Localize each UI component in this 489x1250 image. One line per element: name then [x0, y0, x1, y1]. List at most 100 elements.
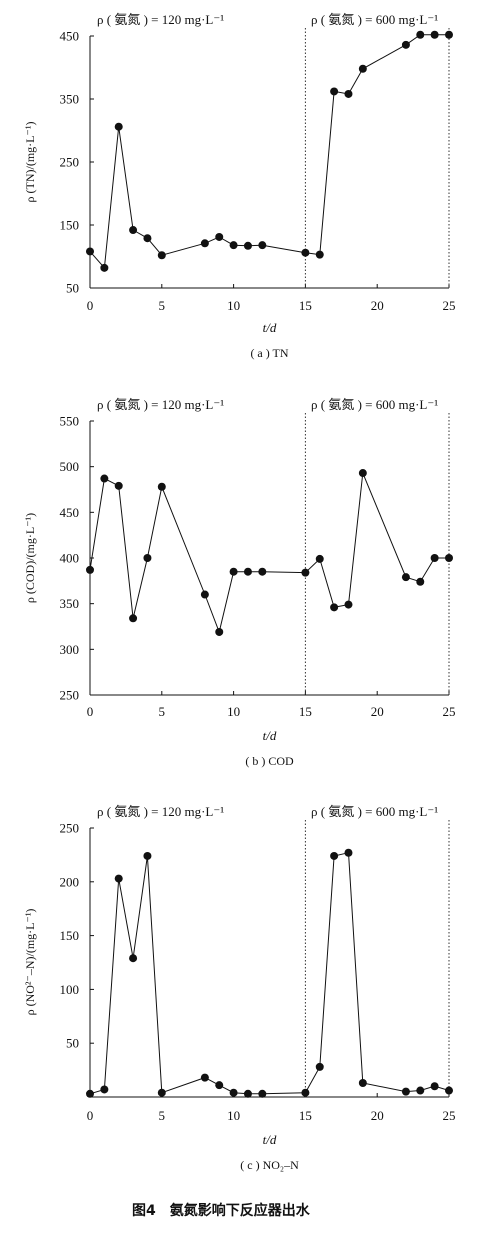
panel-subtitle: ( b ) COD: [245, 754, 294, 768]
data-point: [100, 263, 109, 272]
y-tick-label: 350: [60, 596, 80, 611]
data-point: [243, 567, 252, 576]
data-point: [330, 603, 339, 612]
series-line: [89, 34, 449, 269]
x-tick-label: 10: [227, 1108, 240, 1123]
data-point: [301, 1088, 310, 1097]
data-point: [258, 567, 267, 576]
x-tick-label: 15: [299, 298, 312, 313]
data-point: [258, 1089, 267, 1098]
y-axis-label: ρ (COD)/(mg·L⁻¹): [23, 513, 37, 603]
y-tick-label: 150: [60, 928, 80, 943]
chart-panel-no2: 50 100 150 200 250 0 5 10 15 20 25 ρ ( 氨氮 ) = 120 m…: [23, 804, 456, 1172]
phase-label-120: ρ ( 氨氮 ) = 120 mg·L⁻¹: [97, 804, 224, 819]
data-point: [100, 1085, 109, 1094]
x-tick-label: 25: [443, 1108, 456, 1123]
chart-panel-cod: 250 300 350 400 450 500 550 0 5 10 15 20 25 ρ ( 氨氮 ) …: [23, 397, 456, 768]
phase-label-120: ρ ( 氨氮 ) = 120 mg·L⁻¹: [97, 397, 224, 412]
y-axis-label: ρ (NO²⁻–N)/(mg·L⁻¹): [23, 909, 37, 1016]
x-axis-label: t/d: [263, 1132, 277, 1147]
x-tick-label: 0: [87, 704, 94, 719]
data-point: [143, 234, 152, 243]
data-point: [143, 554, 152, 562]
data-point: [86, 247, 94, 256]
data-point: [344, 600, 353, 609]
data-point: [344, 848, 353, 857]
x-axis-label: t/d: [263, 728, 277, 743]
data-point: [86, 565, 94, 574]
x-tick-label: 5: [159, 298, 166, 313]
x-tick-label: 0: [87, 1108, 94, 1123]
data-point: [100, 474, 109, 483]
data-point: [445, 554, 453, 562]
data-point: [229, 241, 238, 250]
data-point: [143, 851, 152, 860]
y-tick-label: 550: [60, 414, 80, 429]
data-point: [358, 1079, 367, 1088]
data-point: [114, 874, 123, 883]
data-point: [430, 1082, 439, 1091]
series-line: [89, 472, 449, 634]
y-tick-label: 300: [60, 642, 80, 657]
x-axis-label: t/d: [263, 320, 277, 335]
data-point: [243, 241, 252, 250]
x-tick-label: 20: [371, 1108, 384, 1123]
data-point: [416, 577, 425, 586]
data-point: [315, 554, 324, 563]
data-point: [215, 627, 224, 636]
data-point: [330, 87, 339, 96]
data-point: [157, 482, 166, 491]
data-point: [301, 248, 310, 257]
data-point: [445, 30, 453, 39]
y-tick-label: 200: [60, 874, 80, 889]
data-point: [243, 1089, 252, 1098]
y-tick-label: 50: [66, 1036, 79, 1051]
data-point: [157, 1088, 166, 1097]
data-point: [157, 251, 166, 260]
y-axis-label: ρ (TN)/(mg·L⁻¹): [23, 122, 37, 203]
phase-label-600: ρ ( 氨氮 ) = 600 mg·L⁻¹: [311, 12, 438, 27]
data-point: [358, 469, 367, 478]
y-tick-label: 250: [60, 821, 80, 836]
data-point: [229, 1088, 238, 1097]
data-point: [129, 226, 138, 235]
x-tick-label: 10: [227, 704, 240, 719]
data-point: [215, 1081, 224, 1090]
x-tick-label: 25: [443, 298, 456, 313]
data-point: [315, 1062, 324, 1071]
y-tick-label: 450: [60, 505, 80, 520]
y-tick-label: 250: [60, 155, 80, 170]
data-point: [301, 568, 310, 577]
y-tick-label: 150: [60, 218, 80, 233]
x-tick-label: 20: [371, 298, 384, 313]
x-tick-label: 15: [299, 1108, 312, 1123]
y-tick-label: 100: [60, 982, 80, 997]
x-tick-label: 25: [443, 704, 456, 719]
y-tick-label: 500: [60, 459, 80, 474]
data-point: [258, 241, 267, 250]
x-tick-label: 5: [159, 704, 166, 719]
data-point: [315, 250, 324, 259]
data-point: [401, 40, 410, 49]
data-point: [401, 1087, 410, 1096]
y-tick-label: 450: [60, 29, 80, 44]
data-point: [114, 122, 123, 131]
x-tick-label: 10: [227, 298, 240, 313]
x-tick-label: 0: [87, 298, 94, 313]
y-tick-label: 50: [66, 281, 79, 296]
phase-label-600: ρ ( 氨氮 ) = 600 mg·L⁻¹: [311, 397, 438, 412]
panel-subtitle: ( c ) NO₂–N: [240, 1158, 299, 1172]
y-tick-label: 350: [60, 92, 80, 107]
series-line: [89, 852, 450, 1095]
data-point: [200, 239, 209, 248]
data-point: [416, 1086, 425, 1095]
data-point: [401, 573, 410, 582]
figure-caption: 图4 氨氮影响下反应器出水: [132, 1203, 310, 1219]
x-tick-label: 20: [371, 704, 384, 719]
data-point: [200, 590, 209, 599]
y-tick-label: 250: [60, 688, 80, 703]
data-point: [215, 232, 224, 241]
data-point: [445, 1086, 453, 1095]
phase-label-120: ρ ( 氨氮 ) = 120 mg·L⁻¹: [97, 12, 224, 27]
